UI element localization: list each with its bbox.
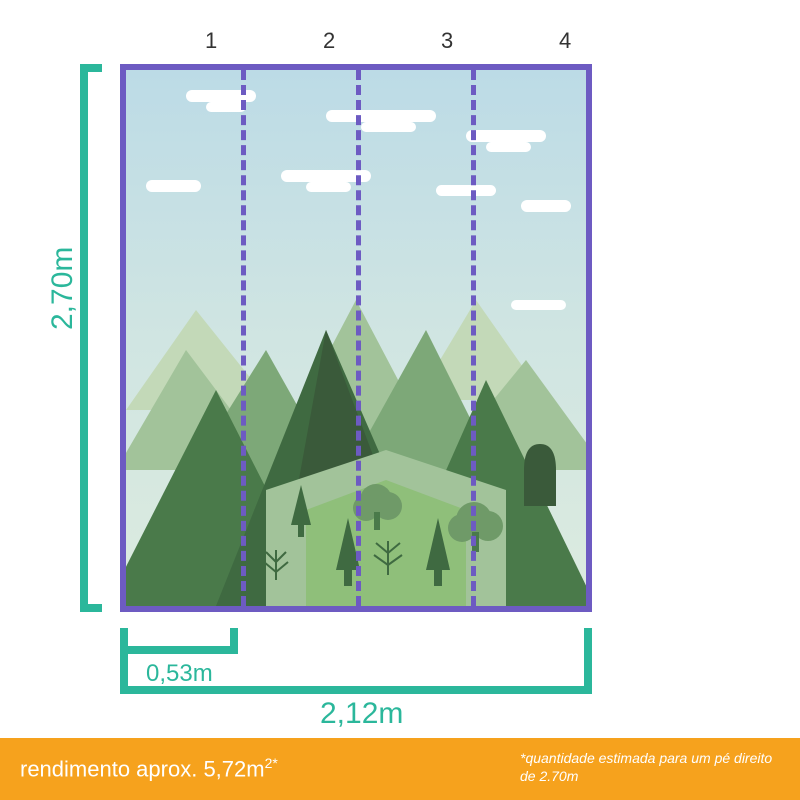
footer-bar: rendimento aprox. 5,72m2* *quantidade es… <box>0 738 800 800</box>
width-bracket <box>120 628 592 694</box>
footer-prefix: rendimento aprox. <box>20 757 203 782</box>
panel-divider-3 <box>471 70 476 606</box>
footer-exponent: 2* <box>265 755 278 771</box>
width-dimension-label: 2,12m <box>320 697 403 731</box>
panel-divider-1 <box>241 70 246 606</box>
footer-note: *quantidade estimada para um pé direito … <box>520 750 780 785</box>
column-number-3: 3 <box>441 28 453 54</box>
column-number-2: 2 <box>323 28 335 54</box>
diagram-stage: 1 2 3 4 2,70m <box>0 0 800 800</box>
footer-value: 5,72m <box>203 757 264 782</box>
height-dimension-label: 2,70m <box>46 247 80 330</box>
panel-divider-2 <box>356 70 361 606</box>
column-number-1: 1 <box>205 28 217 54</box>
footer-main-text: rendimento aprox. 5,72m2* <box>20 755 278 782</box>
column-number-4: 4 <box>559 28 571 54</box>
wallpaper-panel <box>120 64 592 612</box>
height-bracket <box>80 64 102 612</box>
